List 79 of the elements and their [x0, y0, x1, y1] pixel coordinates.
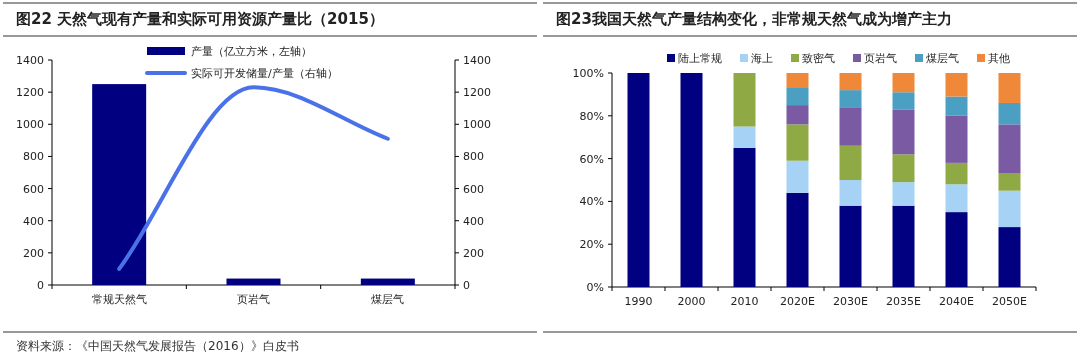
bar	[945, 73, 968, 97]
legend-label: 其他	[988, 52, 1010, 65]
bar	[786, 124, 809, 161]
y2-tick-label: 400	[463, 214, 484, 228]
bar	[839, 90, 862, 108]
y-tick-label: 80%	[579, 109, 604, 123]
bar	[945, 184, 968, 213]
y-tick-label: 100%	[572, 67, 604, 80]
bar	[733, 73, 756, 127]
legend-label: 致密气	[802, 52, 835, 65]
legend-label: 实际可开发储量/产量（右轴）	[191, 67, 338, 80]
y-tick-label: 200	[23, 246, 44, 260]
bar	[839, 107, 862, 146]
bar	[998, 227, 1021, 287]
bar	[786, 73, 809, 88]
bar	[998, 73, 1021, 103]
bar	[945, 115, 968, 163]
x-tick-label: 2050E	[992, 295, 1028, 308]
y-tick-label: 1200	[16, 86, 44, 100]
y2-tick-label: 1200	[463, 86, 491, 100]
x-tick-label: 2040E	[939, 295, 975, 308]
y-tick-label: 400	[23, 214, 44, 228]
x-tick-label: 2030E	[833, 295, 869, 308]
bar	[998, 124, 1021, 174]
bar	[892, 92, 915, 110]
y2-tick-label: 200	[463, 246, 484, 260]
y-tick-label: 600	[23, 182, 44, 196]
x-tick-label: 2035E	[886, 295, 922, 308]
x-tick-label: 1990	[624, 295, 653, 308]
chart-title: 图23我国天然气产量结构变化，非常规天然气成为增产主力	[556, 10, 952, 28]
y2-tick-label: 1400	[463, 54, 491, 67]
y2-tick-label: 1000	[463, 118, 491, 132]
bar	[786, 160, 809, 193]
chart-title: 图22 天然气现有产量和实际可用资源产量比（2015）	[16, 10, 384, 28]
x-tick-label: 煤层气	[371, 293, 405, 306]
legend-label: 煤层气	[926, 52, 959, 65]
bar	[945, 96, 968, 116]
y-tick-label: 1000	[16, 118, 44, 132]
x-tick-label: 页岩气	[237, 293, 270, 306]
bar	[998, 190, 1021, 228]
y2-tick-label: 600	[463, 182, 484, 196]
bar	[733, 126, 756, 148]
legend-label: 页岩气	[864, 52, 897, 65]
y2-tick-label: 0	[463, 279, 470, 292]
bar	[786, 192, 809, 287]
legend-label: 陆上常规	[678, 52, 722, 65]
bar	[892, 73, 915, 93]
legend-label: 产量（亿立方米，左轴）	[191, 45, 312, 58]
y2-tick-label: 800	[463, 150, 484, 164]
bar	[839, 145, 862, 180]
bar	[998, 102, 1021, 125]
text: 资料来源：《中国天然气发展报告（2016）》白皮书	[16, 339, 299, 353]
bar	[839, 205, 862, 287]
bar	[839, 180, 862, 206]
y-tick-label: 0%	[586, 281, 604, 294]
x-tick-label: 2020E	[780, 295, 816, 308]
x-tick-label: 2000	[677, 295, 706, 308]
bar	[998, 173, 1021, 191]
y-tick-label: 20%	[579, 238, 604, 252]
bar	[680, 73, 703, 287]
x-tick-label: 常规天然气	[91, 293, 147, 306]
bar	[627, 73, 650, 287]
bar	[892, 109, 915, 155]
bar	[892, 205, 915, 287]
bar	[892, 154, 915, 183]
bar	[839, 73, 862, 91]
bar	[786, 105, 809, 125]
y-tick-label: 800	[23, 150, 44, 164]
bar	[892, 182, 915, 206]
bar	[945, 162, 968, 185]
y-tick-label: 1400	[16, 54, 44, 67]
y-tick-label: 40%	[579, 195, 604, 209]
bar	[786, 87, 809, 106]
y-tick-label: 0	[37, 279, 44, 292]
y-tick-label: 60%	[579, 152, 604, 166]
x-tick-label: 2010	[730, 295, 759, 308]
bar	[945, 212, 968, 287]
legend-label: 海上	[751, 52, 773, 65]
bar	[733, 147, 756, 287]
